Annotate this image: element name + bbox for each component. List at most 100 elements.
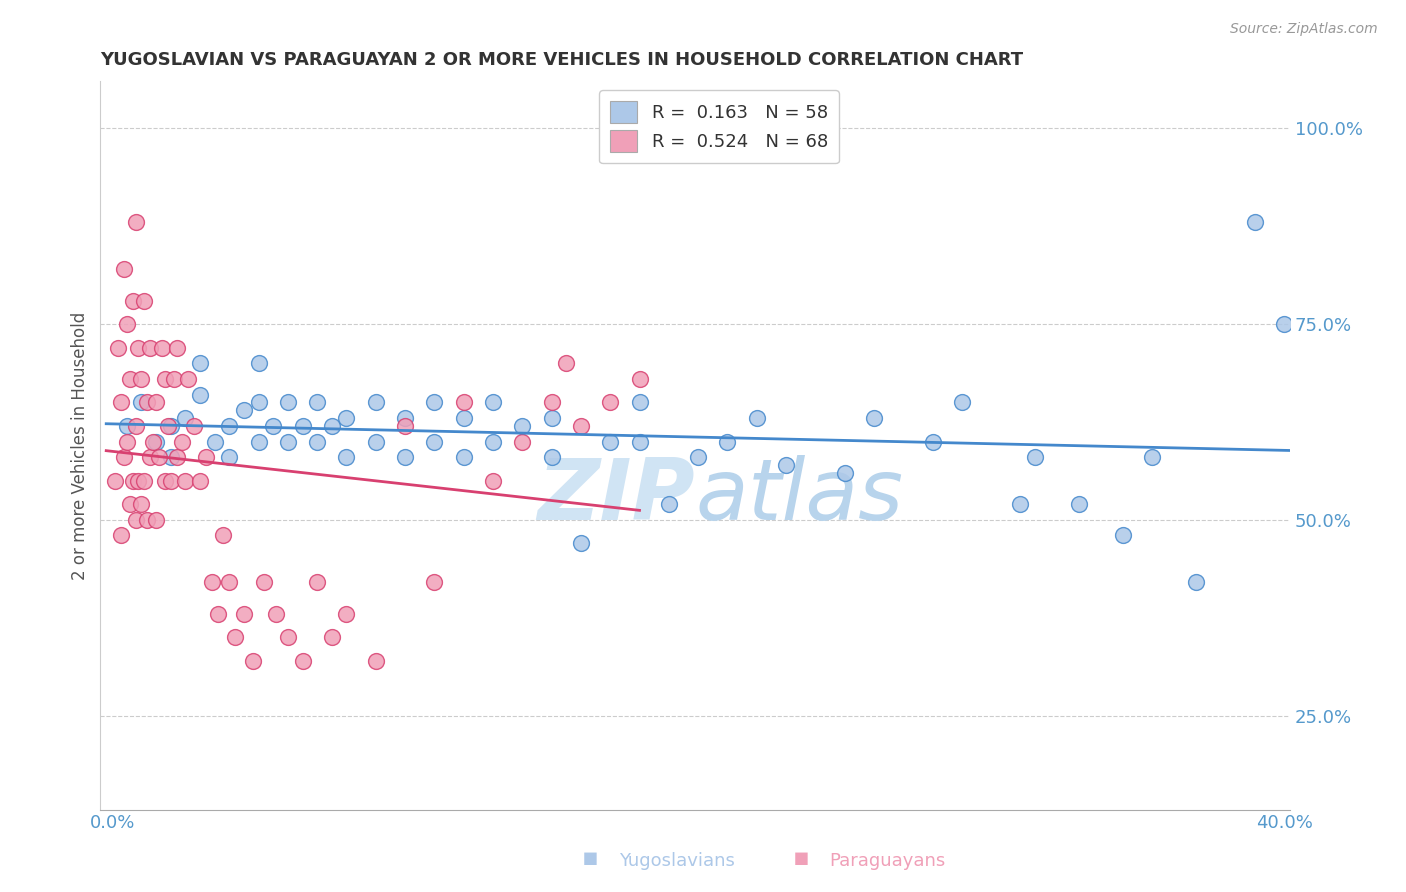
Point	[166, 450, 188, 465]
Point	[136, 513, 159, 527]
Point	[232, 403, 254, 417]
Point	[1010, 497, 1032, 511]
Point	[482, 474, 505, 488]
Point	[453, 450, 475, 465]
Point	[131, 395, 153, 409]
Point	[423, 434, 446, 449]
Point	[159, 418, 181, 433]
Point	[172, 434, 194, 449]
Point	[134, 293, 156, 308]
Text: ▪: ▪	[582, 846, 599, 870]
Point	[1244, 215, 1267, 229]
Point	[277, 434, 299, 449]
Point	[110, 395, 132, 409]
Point	[688, 450, 710, 465]
Point	[510, 434, 533, 449]
Point	[124, 418, 146, 433]
Point	[115, 317, 138, 331]
Point	[124, 513, 146, 527]
Point	[394, 411, 416, 425]
Text: Yugoslavians: Yugoslavians	[619, 852, 734, 870]
Point	[136, 395, 159, 409]
Point	[364, 395, 387, 409]
Point	[242, 654, 264, 668]
Point	[716, 434, 738, 449]
Point	[658, 497, 681, 511]
Point	[159, 450, 181, 465]
Point	[127, 474, 149, 488]
Point	[540, 411, 562, 425]
Point	[1185, 575, 1208, 590]
Point	[555, 356, 578, 370]
Point	[394, 418, 416, 433]
Point	[174, 474, 197, 488]
Point	[153, 372, 176, 386]
Point	[599, 395, 621, 409]
Point	[1112, 528, 1135, 542]
Text: atlas: atlas	[695, 455, 903, 538]
Point	[118, 372, 141, 386]
Y-axis label: 2 or more Vehicles in Household: 2 or more Vehicles in Household	[72, 311, 89, 580]
Point	[159, 474, 181, 488]
Point	[335, 450, 357, 465]
Point	[321, 630, 343, 644]
Point	[247, 395, 270, 409]
Point	[112, 450, 135, 465]
Point	[112, 262, 135, 277]
Point	[218, 575, 240, 590]
Point	[201, 575, 224, 590]
Point	[1067, 497, 1090, 511]
Point	[194, 450, 217, 465]
Point	[277, 630, 299, 644]
Point	[145, 434, 167, 449]
Point	[174, 411, 197, 425]
Point	[364, 434, 387, 449]
Point	[262, 418, 284, 433]
Point	[307, 575, 329, 590]
Text: YUGOSLAVIAN VS PARAGUAYAN 2 OR MORE VEHICLES IN HOUSEHOLD CORRELATION CHART: YUGOSLAVIAN VS PARAGUAYAN 2 OR MORE VEHI…	[100, 51, 1024, 69]
Point	[569, 418, 592, 433]
Text: Source: ZipAtlas.com: Source: ZipAtlas.com	[1230, 22, 1378, 37]
Point	[121, 293, 143, 308]
Point	[232, 607, 254, 621]
Point	[745, 411, 768, 425]
Point	[166, 341, 188, 355]
Point	[775, 458, 797, 472]
Point	[177, 372, 200, 386]
Point	[139, 450, 162, 465]
Point	[482, 395, 505, 409]
Point	[153, 474, 176, 488]
Point	[482, 434, 505, 449]
Point	[121, 474, 143, 488]
Point	[277, 395, 299, 409]
Point	[188, 356, 211, 370]
Point	[335, 607, 357, 621]
Point	[569, 536, 592, 550]
Point	[921, 434, 943, 449]
Text: ZIP: ZIP	[537, 455, 695, 538]
Point	[1024, 450, 1046, 465]
Point	[291, 654, 314, 668]
Point	[540, 395, 562, 409]
Point	[247, 356, 270, 370]
Point	[950, 395, 973, 409]
Point	[118, 497, 141, 511]
Point	[307, 395, 329, 409]
Point	[124, 215, 146, 229]
Point	[127, 341, 149, 355]
Point	[423, 575, 446, 590]
Point	[207, 607, 229, 621]
Point	[115, 434, 138, 449]
Point	[453, 411, 475, 425]
Point	[264, 607, 287, 621]
Point	[599, 434, 621, 449]
Point	[188, 474, 211, 488]
Point	[145, 395, 167, 409]
Point	[150, 341, 173, 355]
Point	[307, 434, 329, 449]
Point	[394, 450, 416, 465]
Point	[321, 418, 343, 433]
Point	[139, 341, 162, 355]
Point	[453, 395, 475, 409]
Point	[142, 434, 165, 449]
